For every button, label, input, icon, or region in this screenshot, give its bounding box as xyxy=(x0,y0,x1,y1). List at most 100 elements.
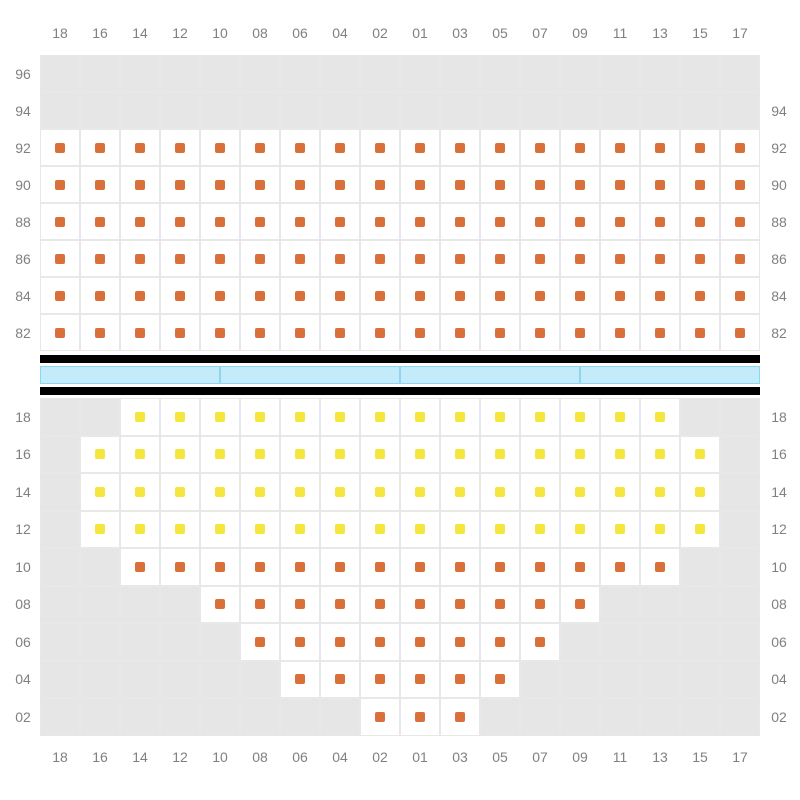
seat[interactable] xyxy=(95,328,105,338)
seat[interactable] xyxy=(415,291,425,301)
seat[interactable] xyxy=(735,254,745,264)
seat[interactable] xyxy=(695,143,705,153)
seat[interactable] xyxy=(375,487,385,497)
seat[interactable] xyxy=(375,412,385,422)
seat[interactable] xyxy=(655,449,665,459)
seat[interactable] xyxy=(375,143,385,153)
seat[interactable] xyxy=(95,143,105,153)
seat[interactable] xyxy=(135,143,145,153)
seat[interactable] xyxy=(415,217,425,227)
seat[interactable] xyxy=(455,180,465,190)
seat[interactable] xyxy=(335,412,345,422)
seat[interactable] xyxy=(655,562,665,572)
seat[interactable] xyxy=(695,449,705,459)
seat[interactable] xyxy=(455,562,465,572)
seat[interactable] xyxy=(95,217,105,227)
seat[interactable] xyxy=(535,291,545,301)
seat[interactable] xyxy=(375,524,385,534)
seat[interactable] xyxy=(135,254,145,264)
seat[interactable] xyxy=(335,637,345,647)
seat[interactable] xyxy=(535,599,545,609)
seat[interactable] xyxy=(695,291,705,301)
seat[interactable] xyxy=(455,291,465,301)
seat[interactable] xyxy=(415,599,425,609)
seat[interactable] xyxy=(535,217,545,227)
seat[interactable] xyxy=(655,254,665,264)
seat[interactable] xyxy=(655,217,665,227)
seat[interactable] xyxy=(535,524,545,534)
seat[interactable] xyxy=(415,524,425,534)
seat[interactable] xyxy=(415,712,425,722)
seat[interactable] xyxy=(375,599,385,609)
seat[interactable] xyxy=(535,487,545,497)
seat[interactable] xyxy=(55,143,65,153)
seat[interactable] xyxy=(495,143,505,153)
seat[interactable] xyxy=(295,328,305,338)
seat[interactable] xyxy=(335,291,345,301)
seat[interactable] xyxy=(655,487,665,497)
seat[interactable] xyxy=(495,524,505,534)
seat[interactable] xyxy=(175,291,185,301)
seat[interactable] xyxy=(655,328,665,338)
seat[interactable] xyxy=(295,217,305,227)
seat[interactable] xyxy=(215,254,225,264)
seat[interactable] xyxy=(175,180,185,190)
seat[interactable] xyxy=(255,599,265,609)
seat[interactable] xyxy=(295,291,305,301)
seat[interactable] xyxy=(575,449,585,459)
seat[interactable] xyxy=(215,412,225,422)
seat[interactable] xyxy=(295,674,305,684)
seat[interactable] xyxy=(495,487,505,497)
seat[interactable] xyxy=(175,143,185,153)
seat[interactable] xyxy=(415,637,425,647)
seat[interactable] xyxy=(295,637,305,647)
seat[interactable] xyxy=(495,217,505,227)
seat[interactable] xyxy=(455,254,465,264)
seat[interactable] xyxy=(335,674,345,684)
seat[interactable] xyxy=(495,674,505,684)
seat[interactable] xyxy=(295,412,305,422)
seat[interactable] xyxy=(615,328,625,338)
seat[interactable] xyxy=(575,143,585,153)
seat[interactable] xyxy=(215,599,225,609)
seat[interactable] xyxy=(695,180,705,190)
seat[interactable] xyxy=(375,291,385,301)
seat[interactable] xyxy=(495,254,505,264)
seat[interactable] xyxy=(735,291,745,301)
seat[interactable] xyxy=(495,599,505,609)
seat[interactable] xyxy=(655,524,665,534)
seat[interactable] xyxy=(455,637,465,647)
seat[interactable] xyxy=(335,180,345,190)
seat[interactable] xyxy=(335,328,345,338)
seat[interactable] xyxy=(335,254,345,264)
seat[interactable] xyxy=(735,180,745,190)
seat[interactable] xyxy=(135,180,145,190)
seat[interactable] xyxy=(495,291,505,301)
seat[interactable] xyxy=(455,599,465,609)
seat[interactable] xyxy=(495,449,505,459)
seat[interactable] xyxy=(375,674,385,684)
seat[interactable] xyxy=(375,637,385,647)
seat[interactable] xyxy=(55,217,65,227)
seat[interactable] xyxy=(655,143,665,153)
seat[interactable] xyxy=(175,449,185,459)
seat[interactable] xyxy=(375,562,385,572)
seat[interactable] xyxy=(535,449,545,459)
seat[interactable] xyxy=(135,449,145,459)
seat[interactable] xyxy=(575,599,585,609)
seat[interactable] xyxy=(335,524,345,534)
seat[interactable] xyxy=(255,291,265,301)
seat[interactable] xyxy=(575,328,585,338)
seat[interactable] xyxy=(375,712,385,722)
seat[interactable] xyxy=(215,143,225,153)
seat[interactable] xyxy=(615,254,625,264)
seat[interactable] xyxy=(215,180,225,190)
seat[interactable] xyxy=(375,254,385,264)
seat[interactable] xyxy=(575,180,585,190)
seat[interactable] xyxy=(255,143,265,153)
seat[interactable] xyxy=(295,487,305,497)
seat[interactable] xyxy=(615,412,625,422)
seat[interactable] xyxy=(335,562,345,572)
seat[interactable] xyxy=(415,674,425,684)
seat[interactable] xyxy=(95,254,105,264)
